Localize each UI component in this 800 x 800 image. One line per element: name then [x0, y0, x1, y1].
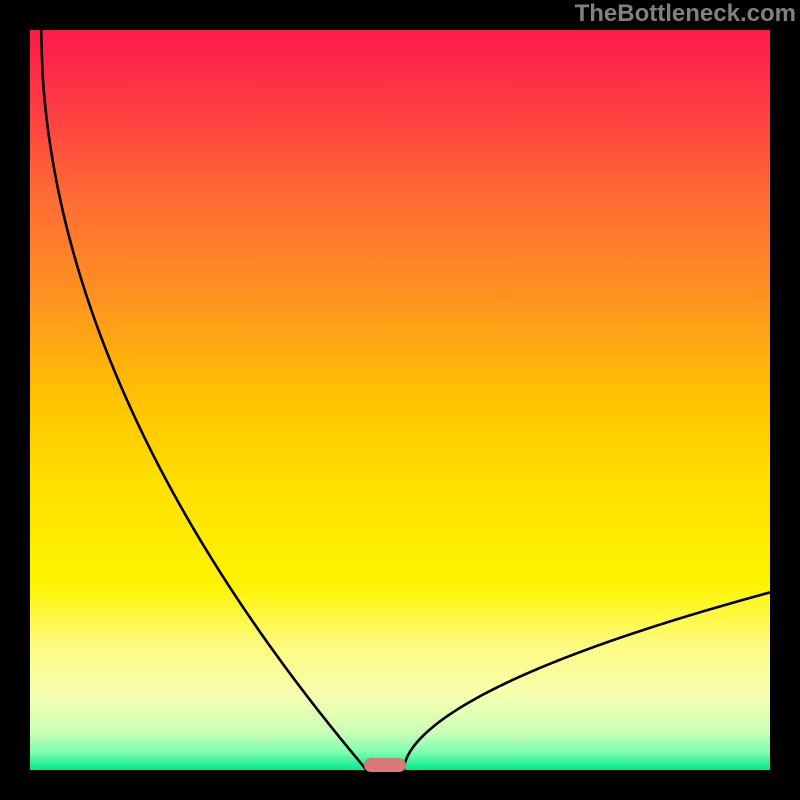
chart-frame: TheBottleneck.com: [0, 0, 800, 800]
curve-left: [41, 30, 367, 770]
plot-area: [30, 30, 770, 770]
optimal-marker: [364, 758, 406, 772]
curve-right: [404, 592, 770, 770]
bottleneck-curves: [30, 30, 770, 770]
watermark-text: TheBottleneck.com: [575, 0, 796, 28]
